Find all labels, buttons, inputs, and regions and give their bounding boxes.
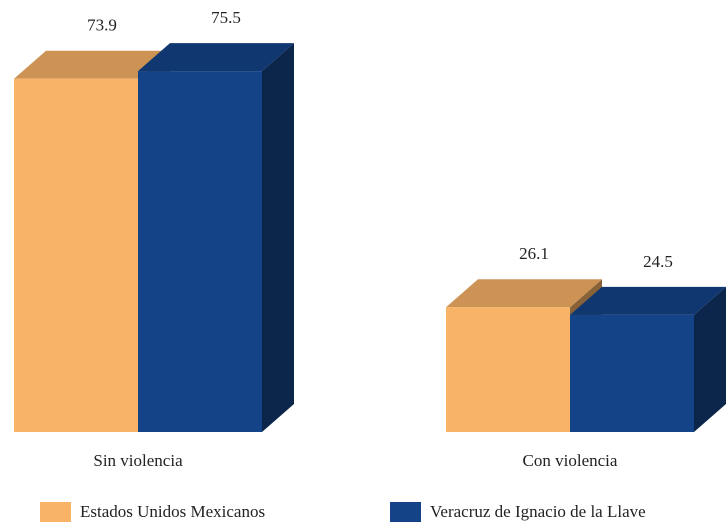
legend-swatch (390, 502, 421, 522)
bar-front (570, 314, 694, 432)
bar (570, 286, 726, 432)
value-label: 26.1 (519, 244, 549, 263)
value-label: 24.5 (643, 252, 673, 271)
value-label: 73.9 (87, 16, 117, 35)
bar-top (14, 50, 170, 79)
bar (138, 43, 294, 433)
category-label: Con violencia (523, 451, 618, 470)
bar-front (138, 71, 262, 433)
legend-swatch (40, 502, 71, 522)
bar-front (14, 78, 138, 433)
bar-top (446, 279, 602, 308)
category-label: Sin violencia (93, 451, 183, 470)
bar-top (138, 43, 294, 72)
bar-side (262, 43, 294, 433)
legend-label: Veracruz de Ignacio de la Llave (430, 502, 646, 521)
value-label: 75.5 (211, 8, 241, 27)
bar-top (570, 286, 726, 315)
legend-label: Estados Unidos Mexicanos (80, 502, 265, 521)
bar-side (694, 286, 726, 432)
bar-front (446, 307, 570, 432)
bar (446, 279, 602, 432)
